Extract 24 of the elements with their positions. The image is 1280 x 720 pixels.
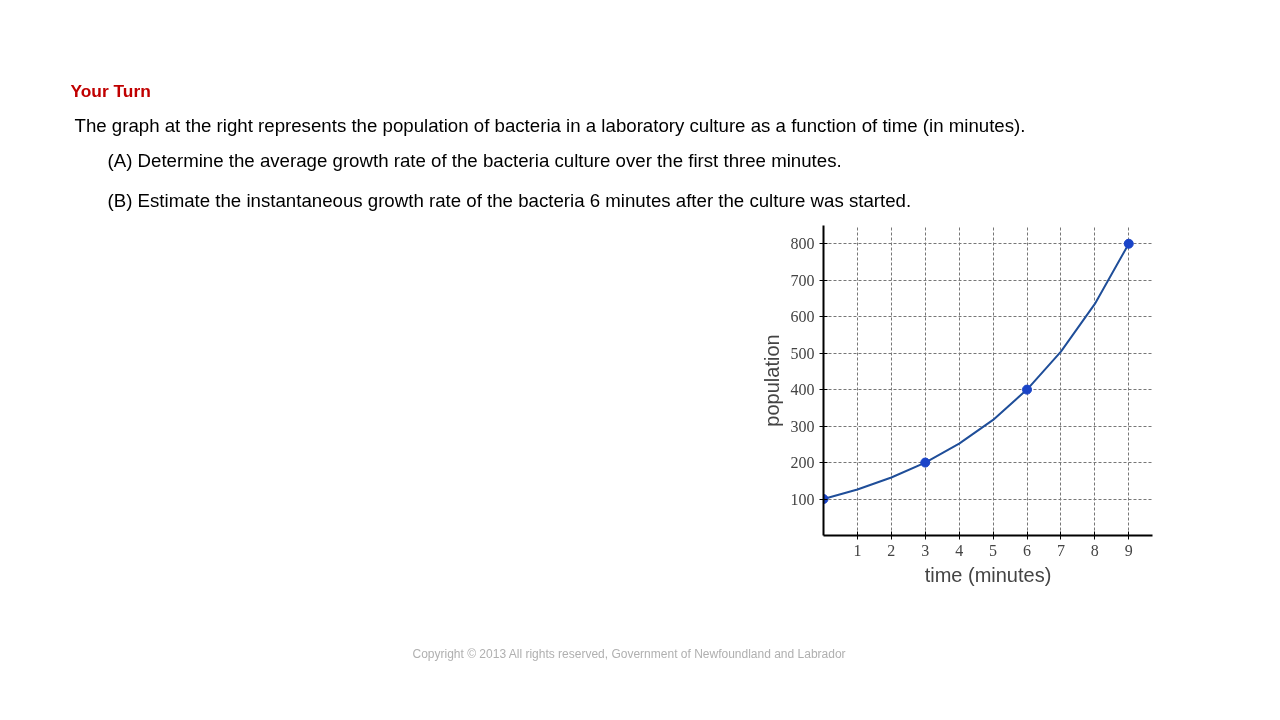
x-axis-title: time (minutes) bbox=[924, 563, 1052, 586]
y-tick-label: 100 bbox=[790, 490, 815, 508]
text: (A) Determine the average growth rate of the bacteria culture over the first three minutes. bbox=[107, 149, 842, 171]
x-tick-label: 2 bbox=[887, 541, 896, 559]
x-tick-label: 1 bbox=[853, 541, 862, 559]
x-tick-label: 6 bbox=[1023, 541, 1032, 559]
text: The graph at the right represents the population of bacteria in a laboratory culture as a function of time (in minutes). bbox=[74, 114, 1026, 136]
x-tick-label: 4 bbox=[955, 541, 964, 559]
y-tick-label: 600 bbox=[790, 308, 815, 326]
y-tick-label: 400 bbox=[790, 381, 815, 399]
x-tick-label: 7 bbox=[1056, 541, 1065, 559]
text: Copyright © 2013 All rights reserved, Government of Newfoundland and Labrador bbox=[412, 646, 846, 661]
y-tick-label: 200 bbox=[790, 454, 815, 472]
text: Your Turn bbox=[70, 80, 151, 101]
y-tick-label: 500 bbox=[790, 344, 815, 362]
y-axis-title: population bbox=[760, 334, 783, 427]
y-tick-label: 700 bbox=[790, 271, 815, 289]
x-tick-label: 9 bbox=[1124, 541, 1133, 559]
text: (B) Estimate the instantaneous growth rate of the bacteria 6 minutes after the culture was started. bbox=[107, 189, 912, 211]
x-tick-label: 5 bbox=[989, 541, 998, 559]
x-tick-label: 8 bbox=[1090, 541, 1099, 559]
y-tick-label: 800 bbox=[790, 235, 815, 253]
x-tick-label: 3 bbox=[921, 541, 930, 559]
y-tick-label: 300 bbox=[790, 417, 815, 435]
